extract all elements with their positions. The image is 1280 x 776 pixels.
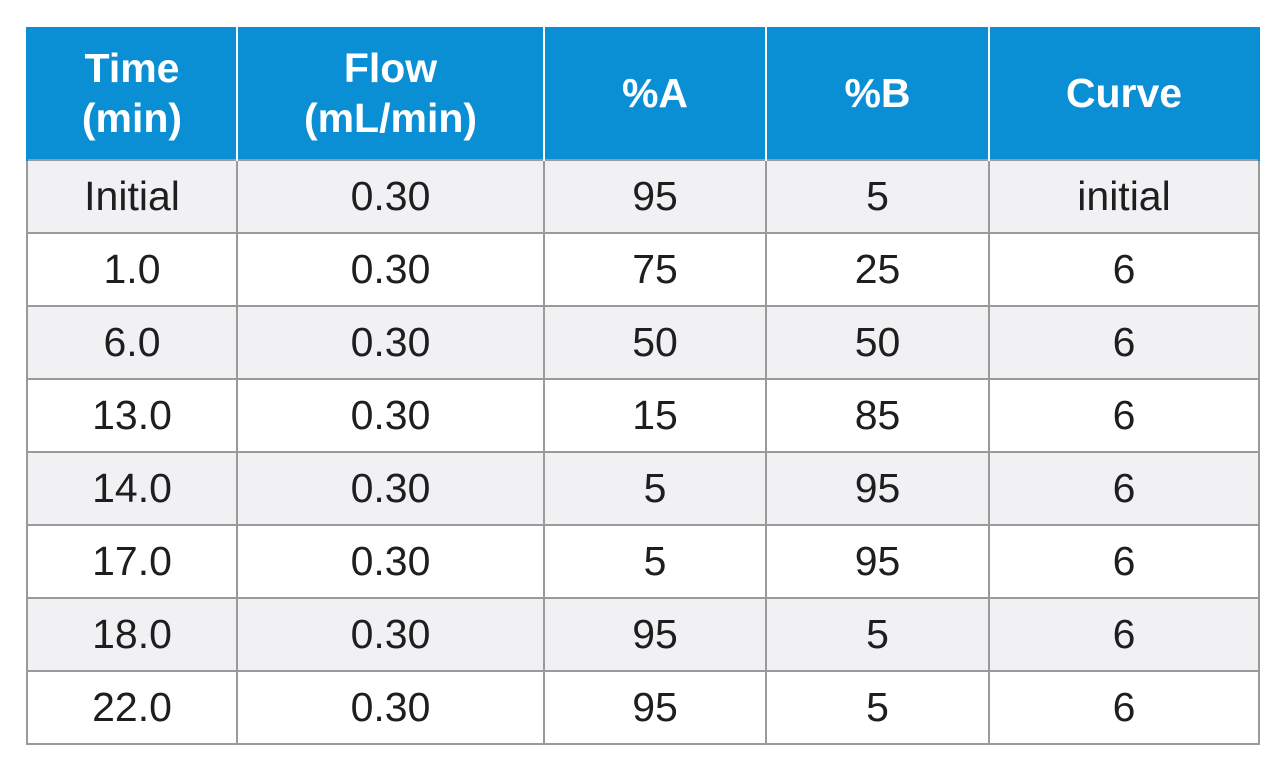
table-body: Initial 0.30 95 5 initial 1.0 0.30 75 25…	[26, 159, 1260, 745]
column-header-percent-b: %B	[765, 27, 990, 160]
gradient-table-container: Time (min) Flow (mL/min) %A %B Curve Ini…	[26, 27, 1260, 745]
table-row: 14.0 0.30 5 95 6	[26, 451, 1260, 526]
table-row: 22.0 0.30 95 5 6	[26, 670, 1260, 745]
cell-percent-a: 5	[543, 451, 767, 526]
table-row: 1.0 0.30 75 25 6	[26, 232, 1260, 307]
table-row: 17.0 0.30 5 95 6	[26, 524, 1260, 599]
cell-curve: 6	[988, 378, 1260, 453]
cell-percent-b: 95	[765, 524, 990, 599]
cell-percent-a: 95	[543, 159, 767, 234]
cell-percent-a: 15	[543, 378, 767, 453]
cell-percent-b: 5	[765, 670, 990, 745]
cell-curve: 6	[988, 232, 1260, 307]
column-header-time: Time (min)	[26, 27, 238, 160]
cell-percent-a: 75	[543, 232, 767, 307]
header-row: Time (min) Flow (mL/min) %A %B Curve	[26, 27, 1260, 160]
cell-percent-b: 25	[765, 232, 990, 307]
cell-time: 17.0	[26, 524, 238, 599]
cell-time: 18.0	[26, 597, 238, 672]
cell-percent-b: 85	[765, 378, 990, 453]
cell-flow: 0.30	[236, 670, 545, 745]
table-row: 6.0 0.30 50 50 6	[26, 305, 1260, 380]
cell-percent-a: 5	[543, 524, 767, 599]
table-row: 18.0 0.30 95 5 6	[26, 597, 1260, 672]
column-header-curve: Curve	[988, 27, 1260, 160]
column-header-percent-a: %A	[543, 27, 767, 160]
cell-percent-a: 95	[543, 670, 767, 745]
cell-curve: 6	[988, 524, 1260, 599]
cell-time: 13.0	[26, 378, 238, 453]
cell-time: 1.0	[26, 232, 238, 307]
cell-percent-a: 95	[543, 597, 767, 672]
cell-percent-a: 50	[543, 305, 767, 380]
cell-flow: 0.30	[236, 232, 545, 307]
cell-curve: 6	[988, 597, 1260, 672]
cell-curve: 6	[988, 670, 1260, 745]
cell-time: 14.0	[26, 451, 238, 526]
cell-percent-b: 95	[765, 451, 990, 526]
table-header: Time (min) Flow (mL/min) %A %B Curve	[26, 27, 1260, 160]
cell-flow: 0.30	[236, 524, 545, 599]
cell-curve: 6	[988, 451, 1260, 526]
cell-flow: 0.30	[236, 159, 545, 234]
cell-flow: 0.30	[236, 378, 545, 453]
table-row: Initial 0.30 95 5 initial	[26, 159, 1260, 234]
cell-time: 22.0	[26, 670, 238, 745]
cell-percent-b: 5	[765, 159, 990, 234]
cell-time: Initial	[26, 159, 238, 234]
column-header-flow: Flow (mL/min)	[236, 27, 545, 160]
cell-percent-b: 5	[765, 597, 990, 672]
cell-time: 6.0	[26, 305, 238, 380]
cell-percent-b: 50	[765, 305, 990, 380]
cell-flow: 0.30	[236, 305, 545, 380]
gradient-table: Time (min) Flow (mL/min) %A %B Curve Ini…	[26, 27, 1260, 745]
cell-flow: 0.30	[236, 597, 545, 672]
cell-curve: initial	[988, 159, 1260, 234]
cell-curve: 6	[988, 305, 1260, 380]
table-row: 13.0 0.30 15 85 6	[26, 378, 1260, 453]
cell-flow: 0.30	[236, 451, 545, 526]
